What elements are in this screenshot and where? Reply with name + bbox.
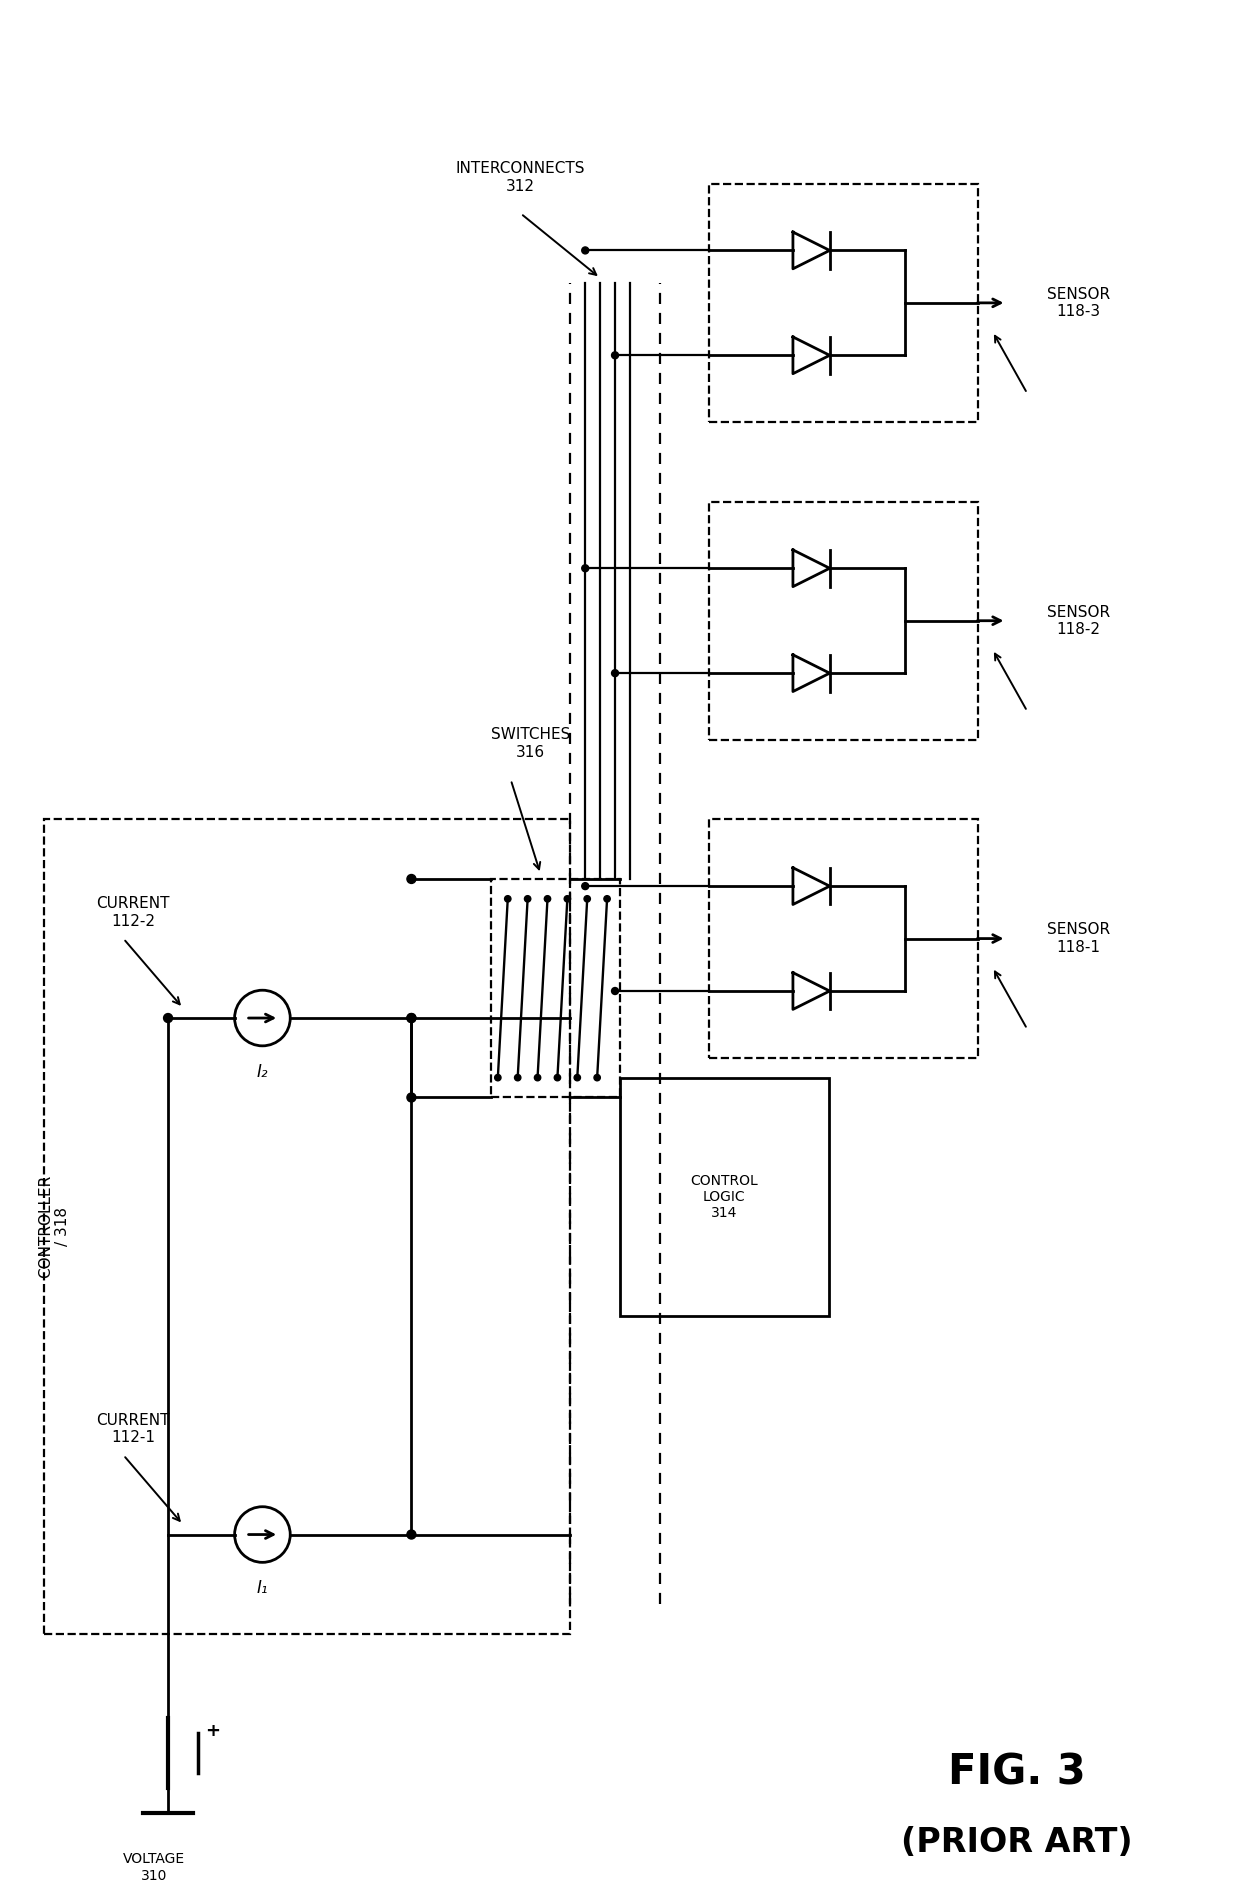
Bar [43,820,570,1633]
Circle shape [505,895,511,901]
Circle shape [582,247,589,254]
Text: +: + [205,1722,219,1740]
Text: FIG. 3: FIG. 3 [949,1753,1086,1795]
Text: VOLTAGE
310: VOLTAGE 310 [123,1851,186,1882]
Text: CURRENT
112-2: CURRENT 112-2 [97,895,170,930]
Circle shape [164,1013,172,1022]
Circle shape [611,351,619,359]
Circle shape [584,895,590,901]
Text: I₁: I₁ [257,1578,268,1597]
Text: SWITCHES
316: SWITCHES 316 [491,727,570,761]
Text: I₂: I₂ [257,1062,268,1081]
Text: (PRIOR ART): (PRIOR ART) [901,1827,1133,1859]
Circle shape [582,882,589,890]
Circle shape [604,895,610,901]
Circle shape [544,895,551,901]
Circle shape [574,1074,580,1081]
Circle shape [525,895,531,901]
Circle shape [407,1531,415,1538]
Bar [491,878,620,1098]
Circle shape [407,1013,415,1022]
Bar [709,820,977,1059]
Text: CONTROL
LOGIC
314: CONTROL LOGIC 314 [691,1174,758,1220]
Text: INTERCONNECTS
312: INTERCONNECTS 312 [456,161,585,193]
Circle shape [534,1074,541,1081]
Circle shape [611,988,619,994]
Bar [709,184,977,421]
Circle shape [407,1013,415,1022]
Circle shape [594,1074,600,1081]
Text: SENSOR
118-3: SENSOR 118-3 [1047,286,1110,319]
Circle shape [582,565,589,571]
Circle shape [564,895,570,901]
Circle shape [407,1093,415,1102]
Circle shape [515,1074,521,1081]
Text: SENSOR
118-2: SENSOR 118-2 [1047,605,1110,637]
Text: CURRENT
112-1: CURRENT 112-1 [97,1413,170,1446]
Circle shape [611,670,619,677]
Circle shape [495,1074,501,1081]
Circle shape [554,1074,560,1081]
Bar [620,1077,828,1317]
Circle shape [407,875,415,884]
Bar [709,501,977,740]
Text: CONTROLLER
/ 318: CONTROLLER / 318 [37,1174,69,1279]
Text: SENSOR
118-1: SENSOR 118-1 [1047,922,1110,954]
